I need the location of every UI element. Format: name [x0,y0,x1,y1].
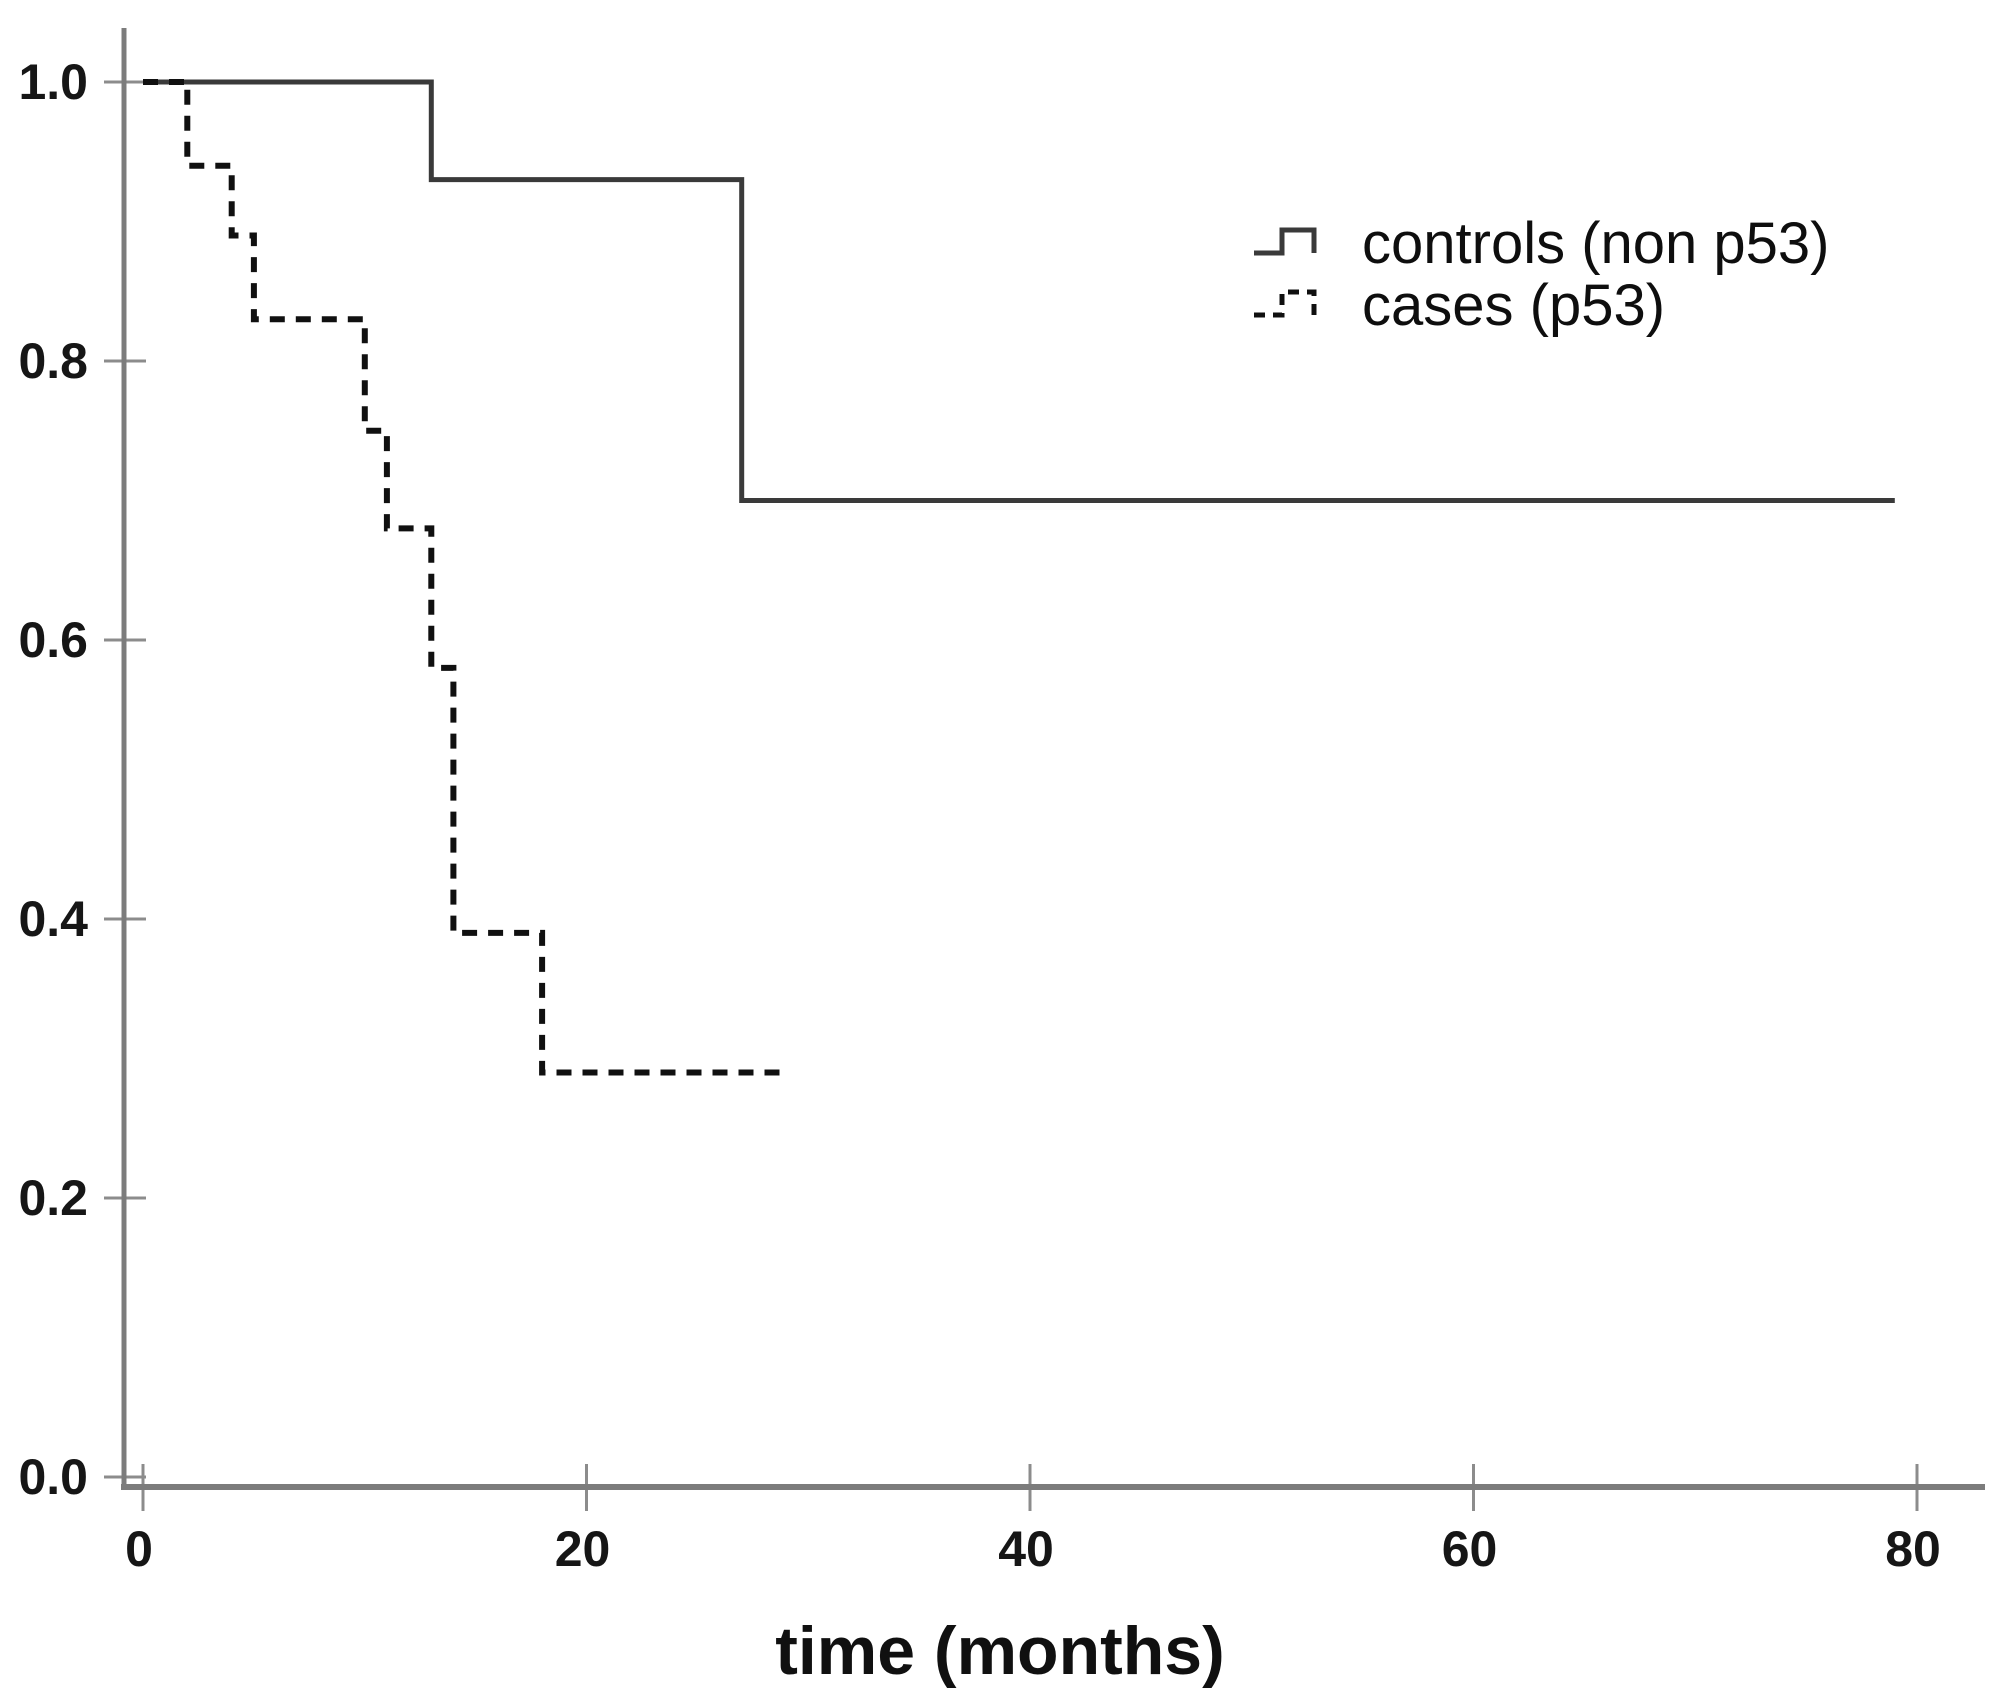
legend-label-cases: cases (p53) [1362,272,1666,338]
y-tick-label: 1.0 [18,54,88,110]
y-tick-label: 0.6 [18,612,88,668]
y-tick-label: 0.4 [18,891,88,947]
x-tick-label: 40 [998,1521,1054,1577]
legend-item-cases: cases (p53) [1252,272,1829,338]
y-tick-label: 0.8 [18,333,88,389]
dashed-step-line-icon [1254,289,1317,318]
solid-step-line-icon [1254,227,1317,256]
y-tick-label: 0.0 [18,1449,88,1505]
series-cases-line [143,79,787,1076]
x-axis-title: time (months) [775,1613,1225,1689]
series-controls-line [143,79,1895,503]
legend: controls (non p53) cases (p53) [1252,210,1830,338]
x-tick-label: 80 [1885,1521,1941,1577]
legend-item-controls: controls (non p53) [1252,210,1830,276]
x-tick-label: 20 [555,1521,611,1577]
y-tick-label: 0.2 [18,1170,88,1226]
legend-label-controls: controls (non p53) [1362,210,1830,276]
x-tick-label: 0 [125,1521,153,1577]
x-tick-label: 60 [1442,1521,1498,1577]
